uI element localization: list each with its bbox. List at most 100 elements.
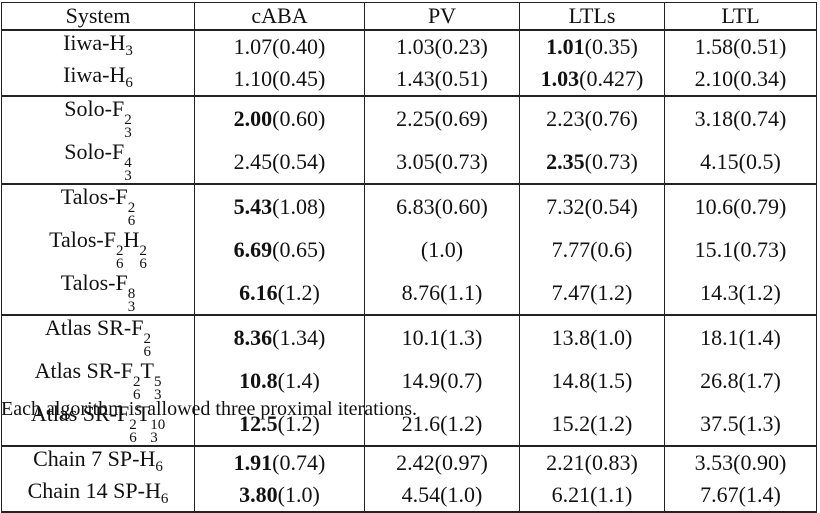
superscript: 2 <box>143 331 151 347</box>
std-dev: (0.40) <box>272 34 326 59</box>
column-header: LTLs <box>519 2 665 30</box>
std-dev: (1.34) <box>272 324 326 350</box>
std-dev: (1.2) <box>440 410 483 436</box>
std-dev: (0.7) <box>440 367 483 393</box>
mean: 8.36 <box>233 324 273 350</box>
std-dev: (1.4) <box>738 324 781 350</box>
table-row: Iiwa-H6 1.10(0.45) 1.43(0.51) 1.03(0.427) 2.… <box>1 62 817 96</box>
table-row: Solo-F 4 3 2.45(0.54) 3.05(0.73) 2.35(0.73) 4.… <box>1 140 817 184</box>
mean: 15.2 <box>551 410 591 436</box>
system-cell: Talos-F 8 3 <box>1 270 195 315</box>
system-cell: Chain 14 SP-H6 <box>1 478 195 513</box>
mean: 6.83 <box>396 193 435 219</box>
std-dev: (1.7) <box>738 367 781 393</box>
subscript: 6 <box>155 459 163 475</box>
std-dev: (0.60) <box>272 105 326 131</box>
superscript: 2 <box>127 200 136 216</box>
script-pair: 10 3 <box>150 418 165 446</box>
system-text: Talos-F <box>60 270 128 295</box>
system-cell: Atlas SR-F 2 6 <box>1 314 195 360</box>
std-dev: (0.65) <box>272 236 326 262</box>
mean: 2.21 <box>546 450 585 475</box>
superscript: 8 <box>127 286 136 302</box>
value-cell: 7.67(1.4) <box>664 479 817 513</box>
subscript: 3 <box>153 387 162 403</box>
table-row: Solo-F 2 3 2.00(0.60) 2.25(0.69) 2.23(0.76) 3.… <box>1 95 817 141</box>
subscript: 3 <box>150 430 158 446</box>
system-text: Talos-F <box>60 184 128 209</box>
std-dev: (1.1) <box>440 279 483 305</box>
std-dev: (1.0) <box>440 482 483 507</box>
mean: 2.23 <box>546 105 585 131</box>
value-cell: 14.8(1.5) <box>519 359 665 402</box>
subscript: 6 <box>127 213 136 229</box>
system-cell: Talos-F 2 6 <box>1 183 195 229</box>
subscript: 6 <box>116 256 124 272</box>
std-dev: (0.76) <box>584 105 638 131</box>
value-cell: 2.23(0.76) <box>519 95 665 140</box>
system-text: Iiwa-H <box>63 62 126 87</box>
std-dev: (1.4) <box>277 367 320 393</box>
value-cell: 2.21(0.83) <box>519 445 665 479</box>
std-dev: (0.34) <box>733 66 787 91</box>
mean: 1.91 <box>233 450 273 475</box>
value-cell: 2.25(0.69) <box>364 95 520 140</box>
system-cell: Iiwa-H3 <box>1 29 195 63</box>
value-cell: 1.10(0.45) <box>194 63 365 96</box>
subscript: 6 <box>160 491 169 507</box>
value-cell: 2.42(0.97) <box>364 445 520 479</box>
mean: 1.03 <box>396 34 435 59</box>
system-text: Atlas SR-F <box>45 315 144 340</box>
value-cell: 10.1(1.3) <box>364 314 520 359</box>
table-row: Iiwa-H3 1.07(0.40) 1.03(0.23) 1.01(0.35) 1.5… <box>1 29 817 63</box>
value-cell: 37.5(1.3) <box>664 402 817 446</box>
std-dev: (1.0) <box>420 236 464 262</box>
value-cell: 7.32(0.54) <box>519 183 665 228</box>
subscript: 6 <box>132 387 141 403</box>
value-cell: 3.18(0.74) <box>664 95 817 140</box>
system-text: Talos-F <box>49 227 116 252</box>
value-cell: 15.2(1.2) <box>519 402 665 446</box>
std-dev: (1.2) <box>590 279 633 305</box>
mean: 6.69 <box>233 236 273 262</box>
mean: 10.6 <box>694 193 734 219</box>
value-cell: 14.3(1.2) <box>664 271 817 315</box>
std-dev: (1.2) <box>277 279 320 305</box>
value-cell: 5.43(1.08) <box>194 183 365 228</box>
mean: 7.77 <box>551 236 591 262</box>
system-cell: Solo-F 4 3 <box>1 140 195 184</box>
system-text: Chain 14 SP-H <box>27 478 161 503</box>
mean: 8.76 <box>401 279 441 305</box>
mean: 1.58 <box>694 34 734 59</box>
mean: 2.10 <box>694 66 734 91</box>
std-dev: (1.1) <box>590 482 633 507</box>
value-cell: 1.07(0.40) <box>194 29 365 63</box>
value-cell: 8.76(1.1) <box>364 271 520 315</box>
std-dev: (0.97) <box>434 450 488 475</box>
std-dev: (0.73) <box>584 148 638 174</box>
value-cell: 1.58(0.51) <box>664 29 817 63</box>
std-dev: (0.69) <box>434 105 488 131</box>
std-dev: (0.427) <box>579 66 644 91</box>
column-header: System <box>1 2 195 30</box>
value-cell: 13.8(1.0) <box>519 314 665 359</box>
system-cell: Solo-F 2 3 <box>1 95 195 141</box>
std-dev: (1.2) <box>738 279 781 305</box>
value-cell: (1.0) <box>364 228 520 271</box>
table-row: Chain 14 SP-H6 3.80(1.0) 4.54(1.0) 6.21(1.1… <box>1 478 817 513</box>
system-text: T <box>140 358 154 383</box>
superscript: 2 <box>124 112 132 128</box>
std-dev: (0.23) <box>434 34 488 59</box>
value-cell: 6.21(1.1) <box>519 479 665 513</box>
mean: 2.25 <box>396 105 435 131</box>
subscript: 3 <box>127 299 136 315</box>
system-text: Chain 7 SP-H <box>33 446 156 471</box>
mean: 6.21 <box>551 482 591 507</box>
system-text: Iiwa-H <box>63 30 126 55</box>
